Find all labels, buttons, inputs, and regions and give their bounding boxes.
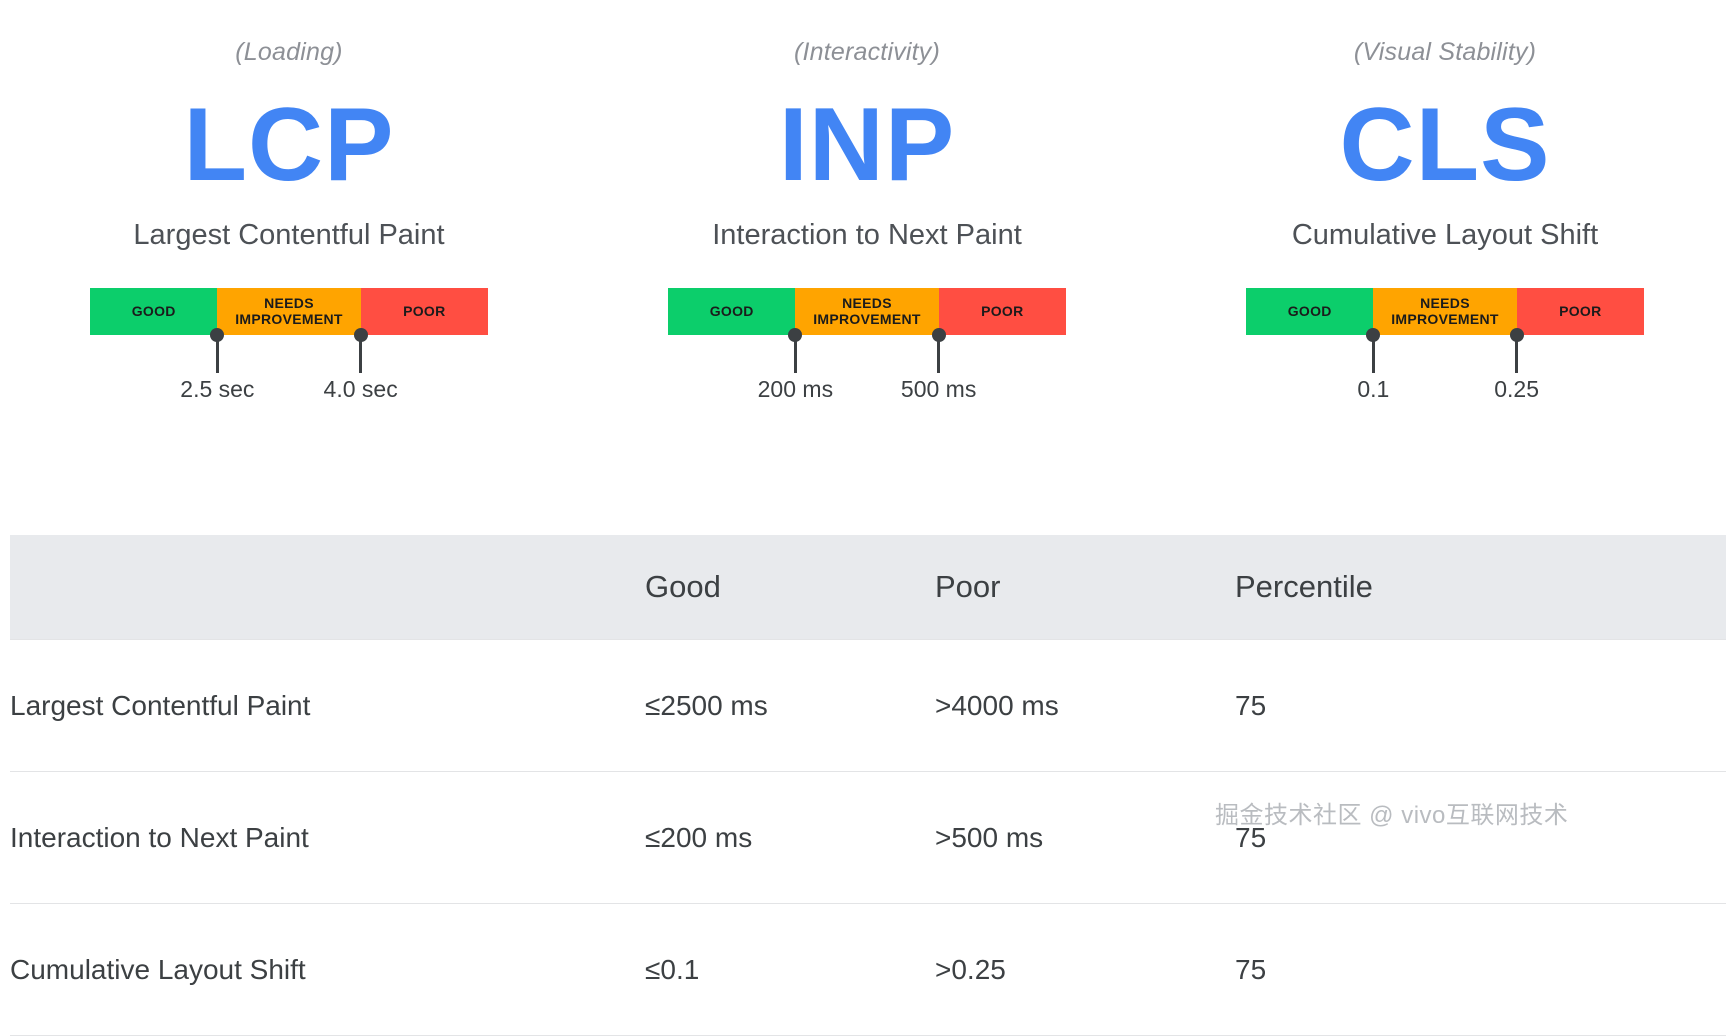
bar-segment-good: GOOD [668,288,796,335]
cell-metric-name: Largest Contentful Paint [10,639,645,772]
cell-percentile: 75 [1235,903,1726,1036]
table-header: Good Poor Percentile [10,535,1726,640]
metric-acronym: LCP [183,87,395,203]
metric-fullname: Cumulative Layout Shift [1291,219,1599,251]
core-web-vitals-metrics: (Loading) LCP Largest Contentful Paint GOOD… [0,0,1734,470]
threshold-label: 0.25 [1494,376,1540,402]
cell-metric-name: Cumulative Layout Shift [10,903,645,1036]
table-row: Largest Contentful Paint ≤2500 ms >4000 ms… [10,639,1726,772]
table-row: Cumulative Layout Shift ≤0.1 >0.25 75 [10,903,1726,1036]
threshold-bar: GOOD NEEDS IMPROVEMENT POOR [668,288,1066,335]
table-body: Largest Contentful Paint ≤2500 ms >4000 ms… [10,639,1726,1036]
cell-poor-threshold: >0.25 [935,903,1235,1036]
cell-good-threshold: ≤2500 ms [645,639,935,772]
threshold-label: 4.0 sec [323,376,398,402]
table-header-row: Good Poor Percentile [10,535,1726,640]
cell-poor-threshold: >500 ms [935,771,1235,904]
metric-category: (Loading) [235,38,343,66]
cell-percentile: 75 [1235,771,1726,904]
metric-category: (Interactivity) [793,38,941,66]
bar-segment-good: GOOD [1246,288,1374,335]
bar-segment-poor: POOR [938,288,1066,335]
bar-segment-good: GOOD [90,288,218,335]
metric-fullname: Largest Contentful Paint [133,219,445,251]
bar-segment-needs: NEEDS IMPROVEMENT [795,288,939,335]
column-header-metric [10,535,645,640]
threshold-stem [793,334,797,373]
bar-segment-poor: POOR [1516,288,1644,335]
cell-percentile: 75 [1235,639,1726,772]
threshold-stem [359,334,363,373]
bar-segment-poor: POOR [360,288,488,335]
threshold-bar-wrapper: GOOD NEEDS IMPROVEMENT POOR 2.5 sec 4.0 sec [90,288,488,402]
threshold-label: 2.5 sec [180,376,255,402]
bar-segment-needs: NEEDS IMPROVEMENT [217,288,361,335]
threshold-label: 200 ms [757,376,834,402]
threshold-bar: GOOD NEEDS IMPROVEMENT POOR [1246,288,1644,335]
column-header-percentile: Percentile [1235,569,1373,604]
column-header-poor: Poor [935,569,1001,604]
thresholds-table: Good Poor Percentile Largest Contentful … [10,535,1726,1036]
threshold-bar-wrapper: GOOD NEEDS IMPROVEMENT POOR 0.1 0.25 [1246,288,1644,402]
metric-card-cls: (Visual Stability) CLS Cumulative Layout S… [1156,0,1734,470]
threshold-stem [215,334,219,373]
threshold-bar: GOOD NEEDS IMPROVEMENT POOR [90,288,488,335]
bar-segment-needs: NEEDS IMPROVEMENT [1373,288,1517,335]
threshold-stem [937,334,941,373]
cell-good-threshold: ≤0.1 [645,903,935,1036]
metric-card-lcp: (Loading) LCP Largest Contentful Paint GOOD… [0,0,578,470]
metric-category: (Visual Stability) [1353,38,1537,66]
metric-acronym: CLS [1339,87,1551,203]
cell-good-threshold: ≤200 ms [645,771,935,904]
threshold-stem [1515,334,1519,373]
metric-acronym: INP [778,87,956,203]
threshold-stem [1371,334,1375,373]
cell-metric-name: Interaction to Next Paint [10,771,645,904]
column-header-good: Good [645,569,721,604]
metric-card-inp: (Interactivity) INP Interaction to Next Pa… [578,0,1156,470]
metric-fullname: Interaction to Next Paint [712,219,1022,251]
threshold-label: 0.1 [1357,376,1390,402]
cell-poor-threshold: >4000 ms [935,639,1235,772]
threshold-bar-wrapper: GOOD NEEDS IMPROVEMENT POOR 200 ms 500 ms [668,288,1066,402]
table-row: Interaction to Next Paint ≤200 ms >500 ms 7… [10,771,1726,904]
threshold-label: 500 ms [900,376,977,402]
